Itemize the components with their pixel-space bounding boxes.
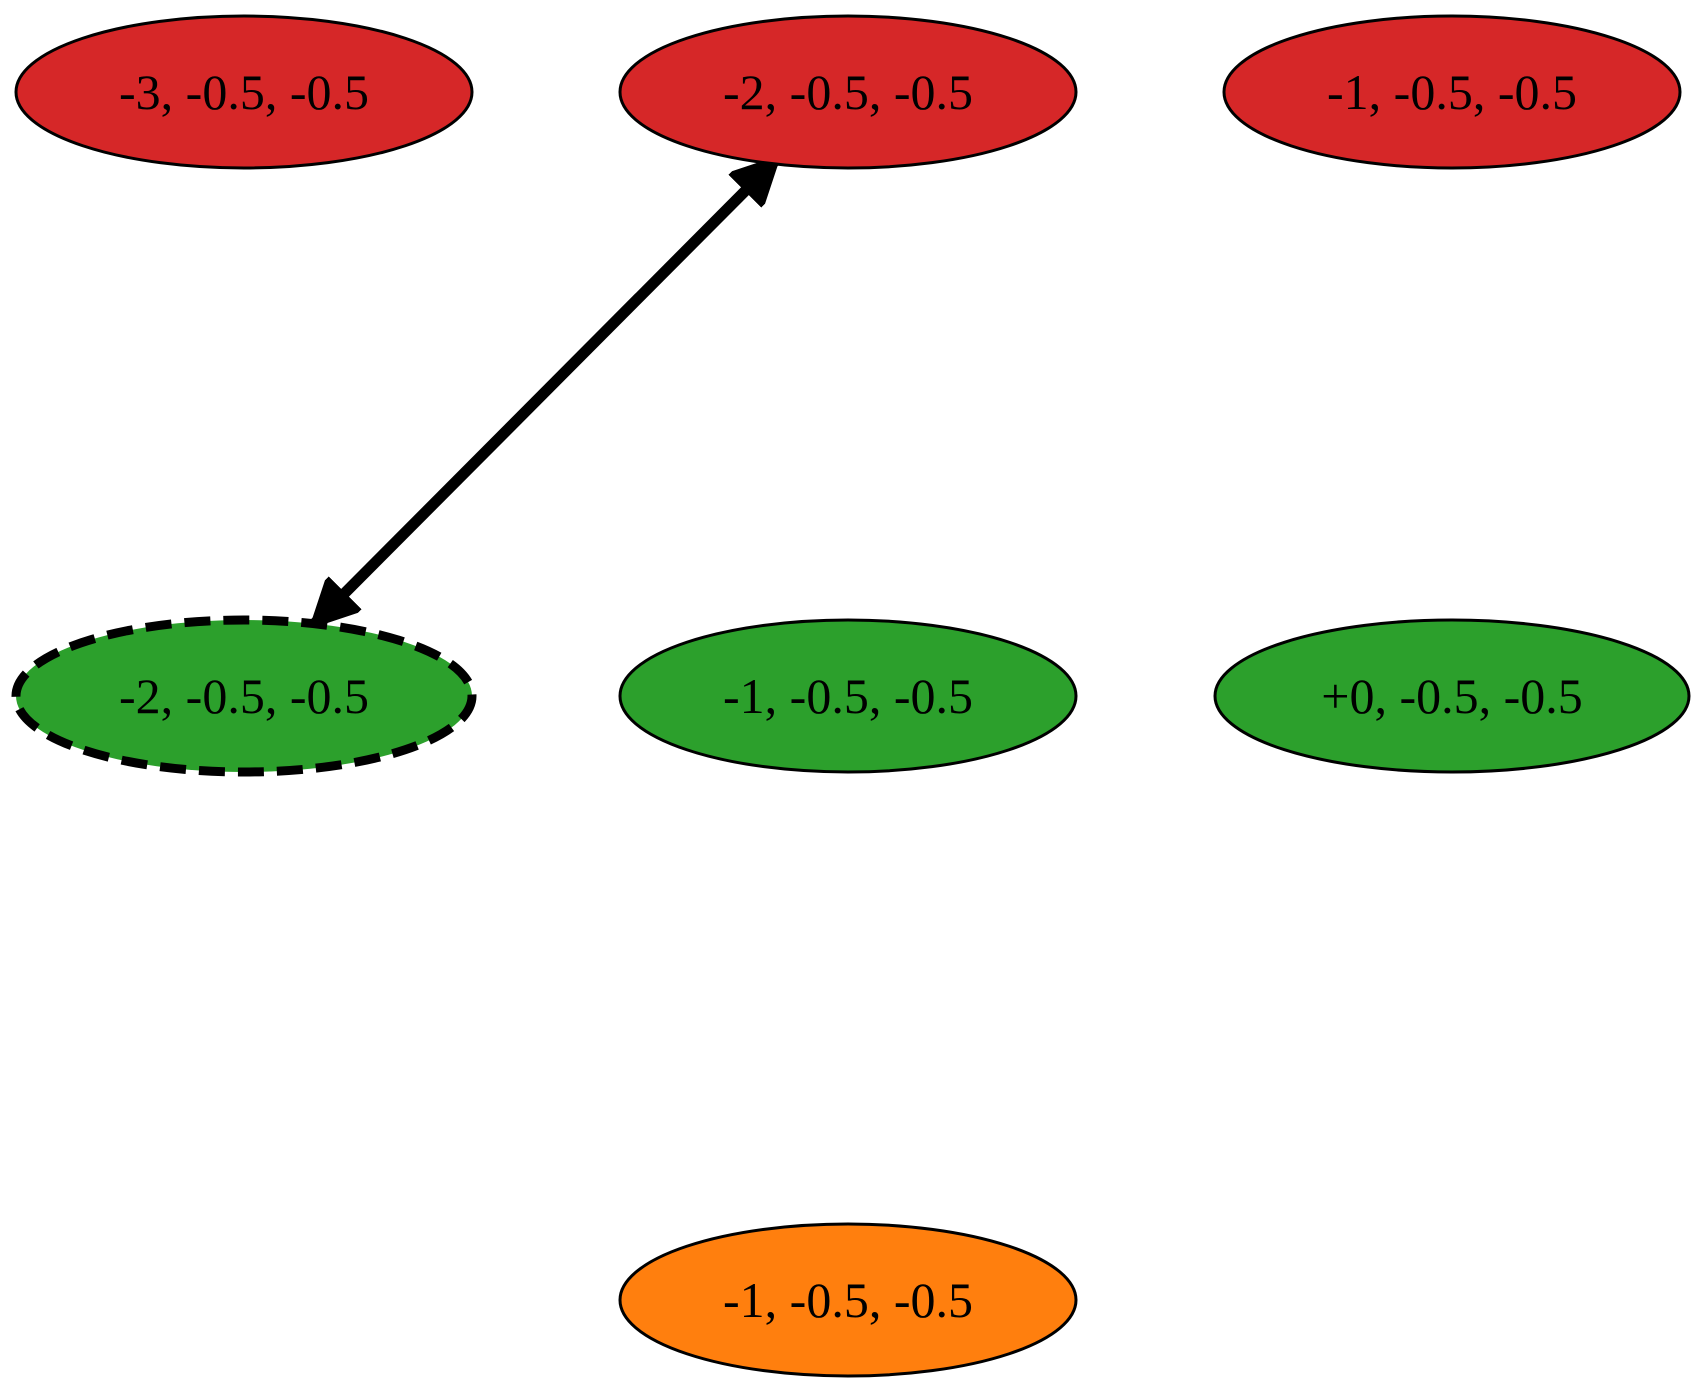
node-red-3[interactable]: -1, -0.5, -0.5 — [1222, 14, 1682, 170]
node-shape — [1213, 618, 1691, 774]
node-label: -2, -0.5, -0.5 — [723, 64, 973, 120]
node-red-2[interactable]: -2, -0.5, -0.5 — [618, 14, 1078, 170]
node-shape — [618, 14, 1078, 170]
node-shape — [14, 14, 474, 170]
node-orange-1[interactable]: -1, -0.5, -0.5 — [618, 1222, 1078, 1378]
node-shape — [1222, 14, 1682, 170]
node-label: -2, -0.5, -0.5 — [119, 668, 369, 724]
node-label: -1, -0.5, -0.5 — [723, 1272, 973, 1328]
node-shape — [618, 618, 1078, 774]
node-green-3[interactable]: +0, -0.5, -0.5 — [1213, 618, 1691, 774]
node-label: -3, -0.5, -0.5 — [119, 64, 369, 120]
node-green-2[interactable]: -1, -0.5, -0.5 — [618, 618, 1078, 774]
node-label: +0, -0.5, -0.5 — [1321, 668, 1583, 724]
node-red-1[interactable]: -3, -0.5, -0.5 — [14, 14, 474, 170]
node-shape — [618, 1222, 1078, 1378]
node-label: -1, -0.5, -0.5 — [1327, 64, 1577, 120]
node-label: -1, -0.5, -0.5 — [723, 668, 973, 724]
node-shape — [11, 615, 477, 777]
node-green-1-dashed[interactable]: -2, -0.5, -0.5 — [11, 615, 477, 777]
edge-bidirectional — [314, 160, 776, 624]
